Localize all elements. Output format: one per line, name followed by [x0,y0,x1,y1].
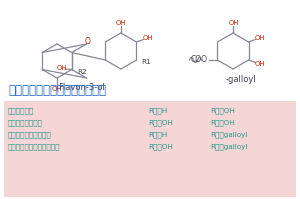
Text: R２＝OH: R２＝OH [210,108,235,114]
FancyBboxPatch shape [4,101,296,197]
Text: OH: OH [229,20,239,26]
Text: R１＝H: R１＝H [148,132,167,138]
Text: OH: OH [142,35,153,41]
Text: R2: R2 [77,69,86,75]
Text: R１＝OH: R１＝OH [148,120,173,126]
Text: OH: OH [56,65,67,71]
Text: OH: OH [116,20,126,26]
Text: Flavon-3-ol: Flavon-3-ol [58,83,105,92]
Text: エピガロカテキン: エピガロカテキン [8,120,43,126]
Text: R1: R1 [142,59,151,65]
Text: R１＝H: R１＝H [148,108,167,114]
Text: COO: COO [190,55,207,63]
Text: OH: OH [254,61,265,67]
Text: OH: OH [52,86,62,92]
Text: OH: OH [254,35,265,41]
Text: R２＝OH: R２＝OH [210,120,235,126]
Text: 図．カテキンの化学構造と種類: 図．カテキンの化学構造と種類 [8,85,106,98]
Text: O: O [85,37,90,47]
Text: エピガロカテキンカレート: エピガロカテキンカレート [8,144,61,150]
Text: -galloyl: -galloyl [226,74,256,84]
Text: R１＝OH: R１＝OH [148,144,173,150]
Text: エピカテキンガレート: エピカテキンガレート [8,132,52,138]
Text: R２＝galloyl: R２＝galloyl [210,132,248,138]
Text: エピカテキン: エピカテキン [8,108,34,114]
Text: R２＝galloyl: R２＝galloyl [210,144,248,150]
